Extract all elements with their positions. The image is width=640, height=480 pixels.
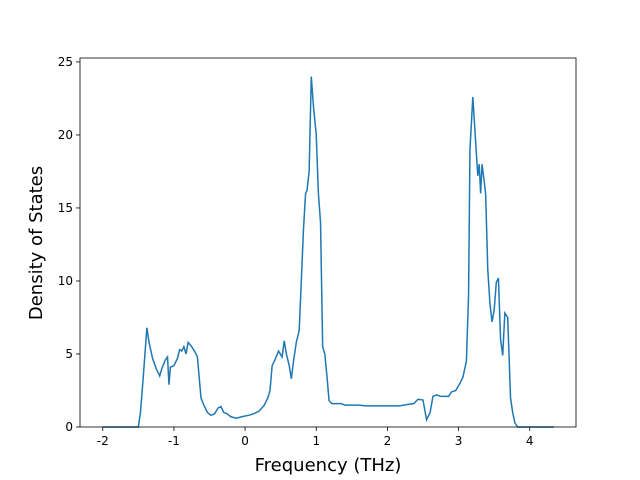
x-tick-label: -1 — [168, 434, 180, 448]
x-tick-label: 0 — [241, 434, 249, 448]
x-axis-label: Frequency (THz) — [255, 455, 402, 476]
y-tick-label: 5 — [65, 347, 73, 361]
x-tick-label: 1 — [312, 434, 320, 448]
y-axis-label: Density of States — [26, 166, 47, 320]
x-tick-label: 3 — [455, 434, 463, 448]
y-tick-label: 25 — [58, 55, 73, 69]
x-tick-label: 4 — [526, 434, 534, 448]
y-tick-label: 15 — [58, 201, 73, 215]
y-tick-label: 0 — [65, 420, 73, 434]
plot-frame — [79, 57, 577, 428]
x-tick-label: -2 — [97, 434, 109, 448]
y-tick-label: 20 — [58, 128, 73, 142]
data-line — [102, 76, 554, 428]
x-tick-label: 2 — [384, 434, 392, 448]
y-tick-label: 10 — [58, 274, 73, 288]
